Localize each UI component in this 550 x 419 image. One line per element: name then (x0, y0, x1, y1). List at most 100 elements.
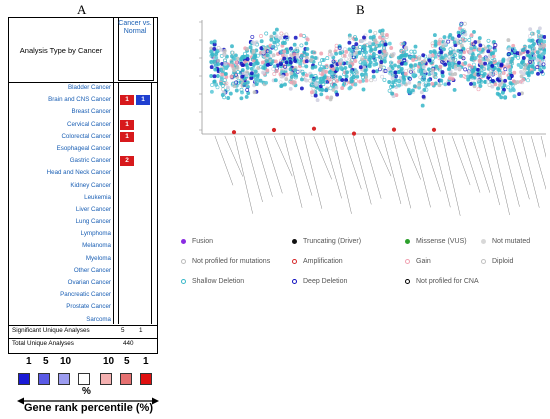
sample-point (272, 31, 277, 36)
sample-point (232, 56, 237, 61)
panel-label-a: A (77, 2, 87, 17)
underexpression-cell[interactable]: 1 (136, 95, 150, 106)
sample-point (259, 64, 264, 69)
cancer-name-link[interactable]: Myeloma (85, 254, 111, 262)
sample-point (423, 69, 427, 74)
sample-point (528, 55, 533, 60)
sample-point (513, 53, 518, 58)
sample-point (367, 57, 372, 62)
sample-point (541, 62, 546, 67)
cancer-name-link[interactable]: Cervical Cancer (66, 120, 111, 128)
sample-point (209, 65, 214, 70)
sample-point (393, 63, 397, 68)
sample-point (420, 77, 425, 82)
sample-point (347, 53, 352, 58)
cancer-name-link[interactable]: Esophageal Cancer (56, 144, 111, 152)
cancer-name-link[interactable]: Leukemia (84, 193, 111, 201)
cancer-name-link[interactable]: Melanoma (82, 242, 111, 250)
sample-point (535, 50, 540, 55)
cancer-name-link[interactable]: Pancreatic Cancer (60, 291, 111, 299)
overexpression-cell[interactable]: 1 (120, 95, 134, 106)
sample-point (412, 84, 417, 89)
sample-point (310, 65, 315, 70)
sample-point (220, 72, 225, 77)
sample-point (348, 57, 353, 62)
sample-point (279, 50, 284, 55)
sample-point (223, 61, 228, 66)
column-divider (118, 82, 119, 324)
sample-point (234, 88, 239, 93)
sample-point (403, 71, 408, 76)
cancer-name-link[interactable]: Other Cancer (73, 266, 111, 274)
x-tick-label (461, 135, 481, 193)
legend-item: Truncating (Driver) (292, 238, 361, 245)
sample-point (272, 40, 277, 45)
cancer-name-link[interactable]: Colorectal Cancer (61, 132, 111, 140)
sample-point (402, 58, 407, 63)
sample-point (288, 60, 293, 65)
sample-point (338, 51, 343, 55)
sample-point (535, 57, 540, 62)
sample-point (299, 77, 304, 82)
sample-point (314, 75, 319, 80)
sample-point (300, 63, 305, 68)
sample-point (538, 67, 543, 72)
sample-point (450, 36, 455, 41)
x-tick-label (481, 135, 501, 206)
sample-point (353, 59, 358, 63)
sample-point (274, 27, 279, 32)
sample-point (378, 64, 383, 69)
x-tick-label (353, 135, 372, 205)
cancer-name-link[interactable]: Head and Neck Cancer (46, 169, 111, 177)
sample-point (491, 51, 496, 56)
sample-point (389, 72, 394, 77)
cancer-name-link[interactable]: Ovarian Cancer (67, 279, 111, 286)
sample-point (360, 72, 365, 77)
cancer-name-link[interactable]: Gastric Cancer (69, 157, 111, 165)
cancer-name-link[interactable]: Lymphoma (80, 230, 111, 238)
x-tick-label (402, 135, 421, 180)
sample-point (430, 41, 435, 46)
sample-point (508, 88, 513, 93)
sample-point (530, 70, 535, 75)
cancer-name-link[interactable]: Sarcoma (86, 315, 111, 323)
sample-point (401, 80, 406, 85)
sample-point (335, 92, 340, 97)
cancer-name-link[interactable]: Liver Cancer (75, 205, 111, 213)
cancer-name-link[interactable]: Prostate Cancer (66, 303, 111, 311)
sample-point (537, 26, 542, 31)
header-cancer-vs-normal[interactable]: Cancer vs. Normal (113, 18, 157, 82)
sample-point (411, 72, 416, 77)
cancer-row: Lymphoma (9, 228, 157, 240)
cancer-name-link[interactable]: Breast Cancer (71, 108, 111, 116)
sample-point (452, 40, 457, 45)
sample-point (537, 34, 542, 39)
cancer-row: Lung Cancer (9, 216, 157, 228)
sample-point (499, 95, 504, 100)
sample-point (224, 54, 229, 59)
sample-point (362, 59, 367, 64)
sample-point (292, 52, 297, 57)
cancer-name-link[interactable]: Brain and CNS Cancer (48, 96, 111, 104)
cancer-rows: Bladder Cancer Brain and CNS Cancer 1 1 Brea… (9, 82, 157, 326)
cancer-name-link[interactable]: Kidney Cancer (70, 181, 111, 189)
sample-point (331, 55, 336, 60)
overexpression-cell[interactable]: 2 (120, 156, 134, 167)
sample-point (399, 48, 404, 53)
x-tick-label (441, 135, 461, 216)
sample-point (488, 45, 492, 50)
overexpression-cell[interactable]: 1 (120, 131, 134, 142)
legend-item: Fusion (181, 238, 213, 245)
overexpression-cell[interactable]: 1 (120, 119, 134, 130)
sample-point (230, 44, 234, 49)
sample-point (284, 60, 289, 65)
sample-point (417, 69, 422, 74)
sample-point (288, 86, 293, 91)
legend-label: Shallow Deletion (192, 278, 245, 285)
sample-point (239, 96, 244, 101)
cancer-name-link[interactable]: Lung Cancer (75, 218, 111, 226)
cancer-name-link[interactable]: Bladder Cancer (68, 84, 111, 91)
sample-point (462, 50, 467, 55)
sample-point (411, 54, 416, 59)
sample-point (397, 59, 401, 64)
